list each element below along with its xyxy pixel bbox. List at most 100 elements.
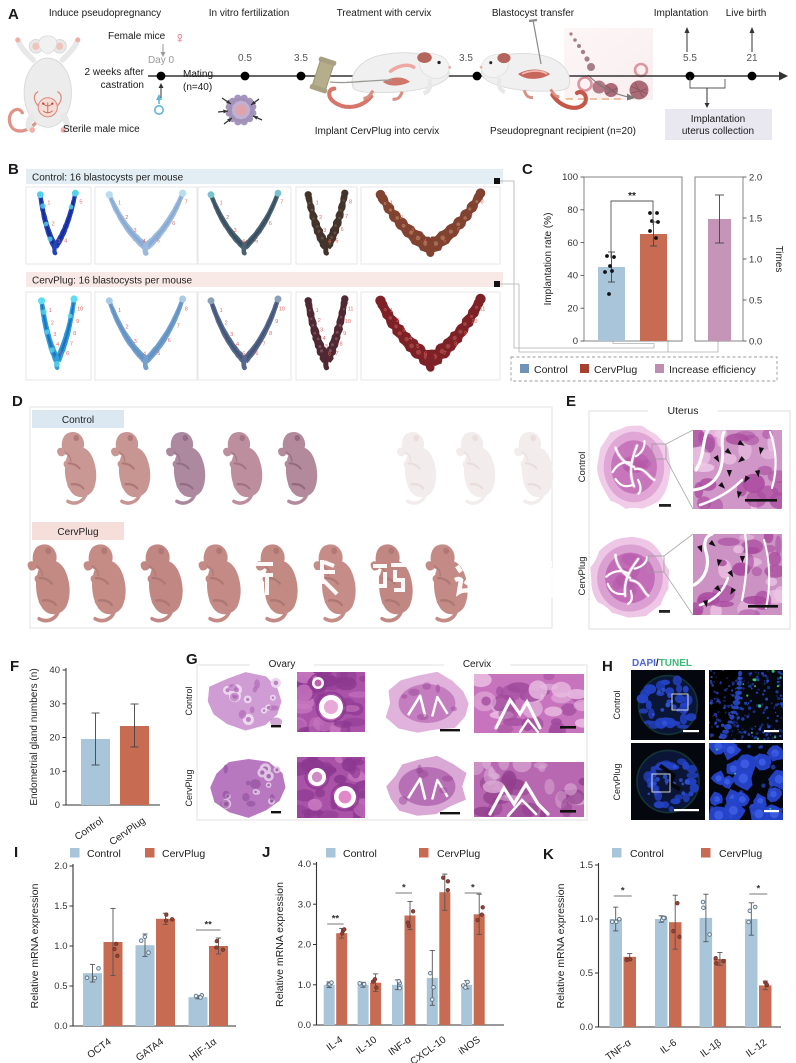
svg-text:4: 4 bbox=[323, 336, 326, 342]
svg-text:Live birth: Live birth bbox=[726, 8, 767, 19]
svg-text:0: 0 bbox=[573, 336, 578, 347]
svg-text:2: 2 bbox=[396, 318, 399, 324]
svg-text:1: 1 bbox=[49, 308, 52, 314]
svg-text:5: 5 bbox=[79, 199, 82, 205]
svg-text:1: 1 bbox=[118, 308, 121, 314]
svg-text:Control: Control bbox=[62, 415, 94, 426]
svg-text:2 weeks after: 2 weeks after bbox=[85, 67, 145, 78]
svg-text:Uterus: Uterus bbox=[668, 405, 699, 417]
svg-text:6: 6 bbox=[66, 351, 69, 357]
svg-text:1.5: 1.5 bbox=[749, 214, 762, 225]
svg-text:2.0: 2.0 bbox=[54, 861, 67, 872]
svg-text:6: 6 bbox=[269, 221, 272, 227]
svg-text:5: 5 bbox=[335, 239, 338, 245]
svg-text:CervPlug: CervPlug bbox=[577, 556, 588, 595]
svg-text:Control: Control bbox=[534, 364, 568, 376]
svg-text:5.5: 5.5 bbox=[683, 53, 697, 64]
svg-text:6: 6 bbox=[328, 351, 331, 357]
svg-text:CervPlug: CervPlug bbox=[184, 769, 194, 806]
svg-text:8: 8 bbox=[454, 342, 457, 348]
svg-text:1.0: 1.0 bbox=[749, 255, 762, 266]
svg-text:Implantation rate (%): Implantation rate (%) bbox=[543, 213, 554, 306]
svg-text:3.5: 3.5 bbox=[294, 53, 308, 64]
svg-text:7: 7 bbox=[185, 199, 188, 205]
svg-text:5: 5 bbox=[59, 351, 62, 357]
svg-text:A: A bbox=[8, 6, 19, 23]
svg-text:10: 10 bbox=[471, 319, 477, 325]
svg-text:DAPI/TUNEL: DAPI/TUNEL bbox=[632, 658, 692, 669]
svg-text:3: 3 bbox=[320, 328, 323, 334]
svg-text:Control: Control bbox=[87, 848, 121, 860]
svg-text:20: 20 bbox=[567, 303, 578, 314]
svg-text:5: 5 bbox=[157, 351, 160, 357]
svg-text:21: 21 bbox=[746, 53, 758, 64]
svg-text:CervPlug: CervPlug bbox=[719, 848, 762, 860]
svg-text:1: 1 bbox=[390, 308, 393, 314]
svg-text:3: 3 bbox=[57, 239, 60, 245]
svg-text:B: B bbox=[8, 161, 19, 178]
svg-text:J: J bbox=[262, 844, 270, 861]
svg-text:1.0: 1.0 bbox=[54, 941, 67, 952]
svg-text:Implantation: Implantation bbox=[654, 8, 708, 19]
svg-text:Control: 16 blastocysts per mo: Control: 16 blastocysts per mouse bbox=[32, 173, 184, 184]
svg-text:2: 2 bbox=[319, 215, 322, 221]
svg-text:2: 2 bbox=[125, 215, 128, 221]
svg-text:1: 1 bbox=[118, 201, 121, 207]
svg-text:60: 60 bbox=[567, 238, 578, 249]
svg-text:9: 9 bbox=[343, 331, 346, 337]
svg-text:4: 4 bbox=[143, 239, 146, 245]
svg-text:11: 11 bbox=[480, 306, 486, 312]
svg-text:0.5: 0.5 bbox=[54, 981, 67, 992]
svg-text:**: ** bbox=[628, 191, 636, 202]
svg-text:*: * bbox=[402, 883, 406, 894]
svg-text:3: 3 bbox=[323, 228, 326, 234]
svg-text:5: 5 bbox=[325, 344, 328, 350]
svg-text:20: 20 bbox=[49, 733, 60, 744]
svg-text:CervPlug: CervPlug bbox=[57, 527, 98, 538]
svg-text:1.0: 1.0 bbox=[298, 980, 311, 991]
svg-text:Sterile male mice: Sterile male mice bbox=[63, 124, 140, 135]
svg-text:1.5: 1.5 bbox=[580, 860, 593, 871]
svg-text:Pseudopregnant recipient (n=20: Pseudopregnant recipient (n=20) bbox=[490, 126, 636, 137]
svg-text:Control: Control bbox=[612, 690, 622, 719]
svg-text:3: 3 bbox=[134, 339, 137, 345]
svg-text:10: 10 bbox=[49, 767, 60, 778]
svg-text:4: 4 bbox=[64, 239, 67, 245]
svg-text:7: 7 bbox=[335, 351, 338, 357]
svg-text:7: 7 bbox=[443, 351, 446, 357]
svg-text:CervPlug: CervPlug bbox=[162, 848, 205, 860]
svg-text:Times: Times bbox=[773, 246, 784, 273]
svg-text:**: ** bbox=[204, 920, 212, 931]
svg-text:8: 8 bbox=[339, 342, 342, 348]
svg-text:4.0: 4.0 bbox=[298, 859, 311, 870]
svg-text:100: 100 bbox=[562, 172, 578, 183]
svg-text:Mating: Mating bbox=[183, 69, 213, 80]
svg-text:I: I bbox=[14, 844, 18, 861]
svg-text:E: E bbox=[566, 393, 576, 410]
svg-text:D: D bbox=[12, 393, 23, 410]
svg-text:Relative mRNA expression: Relative mRNA expression bbox=[29, 883, 41, 1008]
svg-text:C: C bbox=[522, 161, 533, 178]
svg-text:4: 4 bbox=[143, 351, 146, 357]
svg-text:9: 9 bbox=[275, 319, 278, 325]
svg-text:4: 4 bbox=[236, 342, 239, 348]
svg-text:40: 40 bbox=[567, 271, 578, 282]
svg-text:6: 6 bbox=[255, 351, 258, 357]
svg-text:30: 30 bbox=[49, 699, 60, 710]
svg-text:Female mice: Female mice bbox=[108, 31, 166, 42]
svg-text:0.5: 0.5 bbox=[580, 968, 593, 979]
svg-text:Induce pseudopregnancy: Induce pseudopregnancy bbox=[49, 8, 161, 19]
svg-text:♀: ♀ bbox=[174, 30, 186, 47]
svg-text:In vitro fertilization: In vitro fertilization bbox=[209, 8, 290, 19]
svg-text:4: 4 bbox=[242, 239, 245, 245]
svg-text:3.5: 3.5 bbox=[459, 53, 473, 64]
svg-text:7: 7 bbox=[70, 342, 73, 348]
svg-text:Implantation: Implantation bbox=[691, 114, 745, 125]
svg-text:5: 5 bbox=[242, 351, 245, 357]
svg-text:8: 8 bbox=[481, 199, 484, 205]
svg-text:**: ** bbox=[332, 914, 340, 925]
svg-text:2: 2 bbox=[51, 320, 54, 326]
svg-text:10: 10 bbox=[77, 306, 83, 312]
svg-text:3: 3 bbox=[53, 332, 56, 338]
svg-text:8: 8 bbox=[349, 199, 352, 205]
